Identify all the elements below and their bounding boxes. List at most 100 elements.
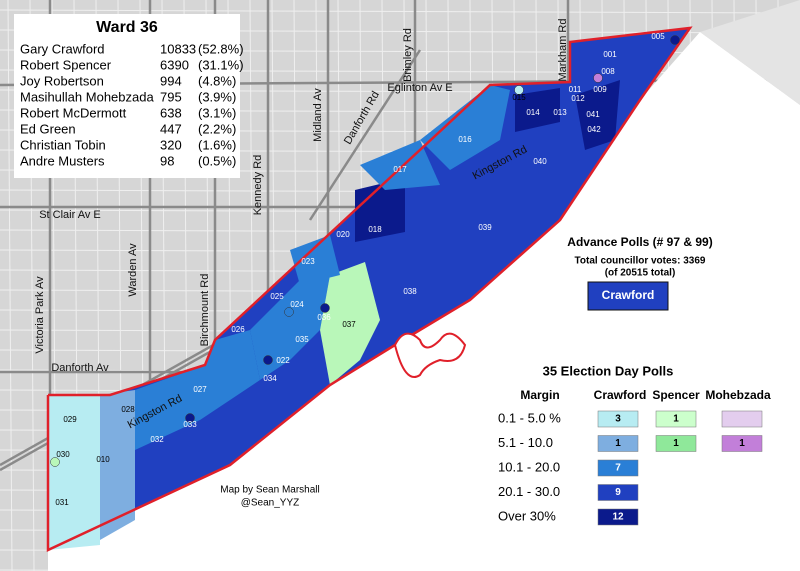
street-label: Victoria Park Av <box>34 276 46 354</box>
poll-label: 031 <box>55 498 69 507</box>
poll-label: 012 <box>571 94 585 103</box>
poll-zone <box>48 395 100 550</box>
road <box>308 49 422 221</box>
candidate-name: Robert Spencer <box>20 57 112 72</box>
legend-count: 7 <box>615 463 621 474</box>
candidate-pct: (31.1%) <box>198 57 244 72</box>
candidate-votes: 795 <box>160 89 182 104</box>
candidate-votes: 447 <box>160 121 182 136</box>
legend-swatch <box>721 410 763 428</box>
legend-swatch <box>597 435 639 452</box>
candidate-pct: (3.9%) <box>198 89 236 104</box>
poll-label: 008 <box>601 67 615 76</box>
poll-label: 038 <box>403 287 417 296</box>
legend-count: 3 <box>615 414 621 425</box>
legend-swatch <box>597 484 639 501</box>
poll-zone <box>250 275 330 380</box>
poll-label: 013 <box>553 108 567 117</box>
poll-label: 020 <box>336 230 350 239</box>
candidate-votes: 320 <box>160 137 182 152</box>
poll-label: 017 <box>393 165 407 174</box>
advance-total: (of 20515 total) <box>605 268 676 279</box>
poll-label: 040 <box>533 157 547 166</box>
poll-zone <box>355 178 405 242</box>
street-label: Midland Av <box>312 88 324 142</box>
poll-label: 009 <box>593 85 607 94</box>
poll-label: 028 <box>121 405 135 414</box>
street-label: Danforth Av <box>51 362 109 374</box>
street <box>7 0 13 571</box>
advance-title: Advance Polls (# 97 & 99) <box>567 235 712 249</box>
candidate-name: Joy Robertson <box>20 73 104 88</box>
street-label: Brimley Rd <box>402 28 414 82</box>
legend-count: 1 <box>673 438 679 449</box>
poll-label: 039 <box>478 223 492 232</box>
street-label: Birchmount Rd <box>199 274 211 347</box>
poll-dot <box>670 35 680 45</box>
candidate-votes: 10833 <box>160 41 196 56</box>
poll-label: 015 <box>512 93 526 102</box>
legend-header: Mohebzada <box>705 388 771 402</box>
poll-zone <box>320 262 380 385</box>
advance-box <box>587 281 669 311</box>
candidate-name: Ed Green <box>20 121 76 136</box>
poll-label: 030 <box>56 450 70 459</box>
credit: @Sean_YYZ <box>241 498 300 509</box>
street-label: Eglinton Av E <box>387 82 452 94</box>
legend-swatch <box>597 459 639 477</box>
poll-dot <box>514 85 524 95</box>
poll-label: 014 <box>526 108 540 117</box>
poll-label: 023 <box>301 257 315 266</box>
poll-dot <box>50 457 60 467</box>
candidate-pct: (3.1%) <box>198 105 236 120</box>
results-panel <box>14 14 240 178</box>
legend-count: 1 <box>739 438 745 449</box>
candidate-pct: (2.2%) <box>198 121 236 136</box>
land-east <box>700 0 800 105</box>
legend-margin: 0.1 - 5.0 % <box>498 410 561 425</box>
poll-dot <box>185 413 195 423</box>
legend-swatch <box>655 410 697 428</box>
advance-votes: Total councillor votes: 3369 <box>575 256 706 267</box>
legend-count: 1 <box>673 414 679 425</box>
candidate-name: Masihullah Mohebzada <box>20 89 154 104</box>
street <box>0 9 800 14</box>
poll-label: 034 <box>263 374 277 383</box>
legend-header: Margin <box>520 388 559 402</box>
street-label: Markham Rd <box>557 19 569 82</box>
candidate-name: Gary Crawford <box>20 41 105 56</box>
poll-label: 027 <box>193 385 207 394</box>
legend-swatch <box>721 435 763 452</box>
poll-zone <box>290 235 340 285</box>
advance-winner: Crawford <box>602 288 655 302</box>
poll-label: 010 <box>96 455 110 464</box>
ward-area <box>46 26 693 552</box>
candidate-votes: 98 <box>160 153 174 168</box>
legend-count: 12 <box>612 512 624 523</box>
legend-header: Spencer <box>652 388 700 402</box>
legend-swatch <box>597 508 639 526</box>
poll-label: 011 <box>569 85 582 94</box>
results-title: Ward 36 <box>96 19 158 36</box>
poll-label: 025 <box>270 292 284 301</box>
legend-swatch <box>597 410 639 428</box>
poll-dot <box>263 355 273 365</box>
poll-zone <box>135 330 260 450</box>
legend-margin: Over 30% <box>498 508 556 523</box>
poll-label: 032 <box>150 435 164 444</box>
candidate-votes: 638 <box>160 105 182 120</box>
poll-label: 037 <box>342 320 356 329</box>
candidate-pct: (52.8%) <box>198 41 244 56</box>
candidate-votes: 6390 <box>160 57 189 72</box>
candidate-votes: 994 <box>160 73 182 88</box>
street-label: Warden Av <box>127 243 139 297</box>
poll-label: 041 <box>586 110 600 119</box>
legend-swatch <box>655 435 697 452</box>
poll-dot <box>320 303 330 313</box>
street-label: Kennedy Rd <box>252 155 264 216</box>
poll-label: 016 <box>458 135 472 144</box>
legend-header: Crawford <box>594 388 647 402</box>
poll-label: 001 <box>603 50 617 59</box>
legend-title: 35 Election Day Polls <box>543 363 674 378</box>
